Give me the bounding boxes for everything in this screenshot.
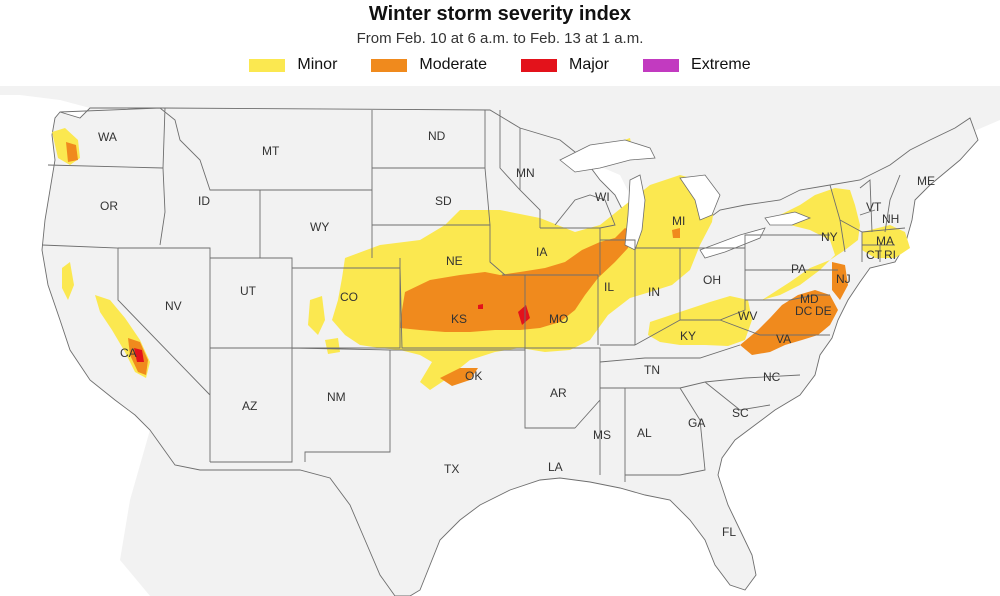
legend-swatch-minor [249, 58, 286, 72]
legend-label-extreme: Extreme [691, 56, 751, 73]
state-label-ri: RI [884, 248, 896, 262]
state-borders [41, 107, 906, 482]
legend-item-major: Major [521, 56, 609, 74]
state-label-fl: FL [722, 525, 736, 539]
moderate-washington [66, 142, 78, 162]
legend-swatch-extreme [643, 58, 680, 72]
legend-label-major: Major [569, 56, 610, 73]
state-label-ky: KY [680, 329, 696, 343]
state-labels: WA OR CA ID NV MT WY UT AZ CO NM ND SD N… [98, 129, 935, 539]
severity-moderate-layer [66, 142, 848, 386]
state-label-ut: UT [240, 284, 257, 298]
state-label-nd: ND [428, 129, 446, 143]
state-label-me: ME [917, 174, 935, 188]
state-label-dc: DC [795, 304, 813, 318]
state-label-pa: PA [791, 262, 806, 276]
state-label-nv: NV [165, 299, 182, 313]
legend-swatch-major [521, 58, 557, 72]
state-label-tn: TN [644, 363, 660, 377]
legend-swatch-moderate [371, 58, 408, 72]
state-label-id: ID [198, 194, 210, 208]
state-label-vt: VT [866, 200, 882, 214]
state-label-nj: NJ [836, 272, 851, 286]
severity-major-layer [134, 304, 530, 362]
moderate-mid-atlantic [740, 290, 838, 355]
state-label-la: LA [548, 460, 563, 474]
state-label-md: MD [800, 292, 819, 306]
state-label-wv: WV [738, 309, 757, 323]
minor-colorado-west [308, 296, 325, 335]
state-label-or: OR [100, 199, 118, 213]
legend-item-extreme: Extreme [643, 56, 751, 74]
state-label-mi: MI [672, 214, 685, 228]
state-label-oh: OH [703, 273, 721, 287]
legend-item-minor: Minor [249, 56, 337, 74]
state-label-ar: AR [550, 386, 567, 400]
moderate-michigan-spot [672, 228, 680, 238]
state-label-ms: MS [593, 428, 611, 442]
state-label-ok: OK [465, 369, 482, 383]
state-label-ca: CA [120, 346, 137, 360]
state-label-il: IL [604, 280, 614, 294]
moderate-oklahoma [440, 368, 478, 386]
great-lakes [559, 139, 812, 259]
state-label-co: CO [340, 290, 358, 304]
state-label-mt: MT [262, 144, 280, 158]
us-land [41, 107, 979, 596]
state-label-in: IN [648, 285, 660, 299]
moderate-new-jersey [832, 262, 848, 300]
state-label-ma: MA [876, 234, 894, 248]
lake-superior [559, 139, 656, 173]
lake-erie [699, 227, 766, 259]
major-kansas-spot [478, 304, 483, 309]
state-label-va: VA [776, 332, 791, 346]
map-area[interactable]: WA OR CA ID NV MT WY UT AZ CO NM ND SD N… [0, 86, 1000, 596]
legend-label-minor: Minor [297, 56, 338, 73]
state-label-sd: SD [435, 194, 452, 208]
state-label-sc: SC [732, 406, 749, 420]
chart-subtitle: From Feb. 10 at 6 a.m. to Feb. 13 at 1 a… [356, 30, 644, 47]
state-label-ia: IA [536, 245, 547, 259]
mexico-land [120, 430, 395, 596]
minor-northern-california [62, 262, 74, 300]
us-map[interactable]: WA OR CA ID NV MT WY UT AZ CO NM ND SD N… [0, 86, 1000, 596]
state-label-wi: WI [595, 190, 610, 204]
legend: Minor Moderate Major Extreme [0, 56, 1000, 74]
major-california-spot [134, 348, 144, 362]
legend-label-moderate: Moderate [419, 56, 487, 73]
state-label-ne: NE [446, 254, 463, 268]
lake-huron [679, 174, 721, 221]
lake-ontario [764, 211, 812, 226]
state-label-mo: MO [549, 312, 568, 326]
state-label-al: AL [637, 426, 652, 440]
state-label-ks: KS [451, 312, 467, 326]
minor-massachusetts [862, 225, 910, 258]
state-label-wy: WY [310, 220, 329, 234]
minor-new-mexico [325, 338, 340, 354]
state-label-nh: NH [882, 212, 899, 226]
state-label-ct: CT [866, 248, 883, 262]
state-label-nc: NC [763, 370, 781, 384]
state-label-ga: GA [688, 416, 705, 430]
minor-kentucky-band [648, 296, 752, 346]
state-label-tx: TX [444, 462, 459, 476]
state-label-ny: NY [821, 230, 838, 244]
state-label-nm: NM [327, 390, 346, 404]
moderate-central-band [400, 228, 632, 332]
state-label-az: AZ [242, 399, 257, 413]
major-missouri-spot [518, 305, 530, 325]
state-label-wa: WA [98, 130, 117, 144]
legend-item-moderate: Moderate [371, 56, 487, 74]
lake-michigan [624, 174, 646, 251]
state-label-mn: MN [516, 166, 535, 180]
state-label-de: DE [815, 304, 832, 318]
chart-title: Winter storm severity index [368, 3, 632, 25]
